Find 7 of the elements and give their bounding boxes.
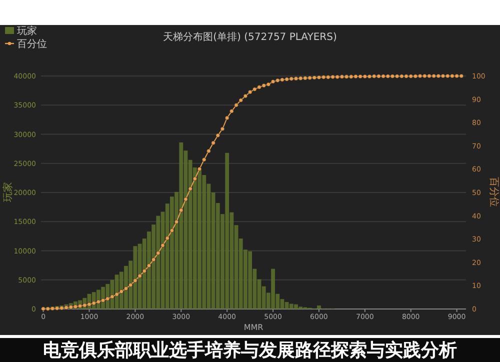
x-axis-title: MMR [244, 323, 264, 332]
y-axis-title: 玩家 [2, 182, 14, 202]
y2-axis-title: 百分位 [488, 177, 500, 207]
legend-label: 百分位 [17, 38, 47, 50]
text: 电竞俱乐部职业选手培养与发展路径探索与实践分析 [43, 340, 457, 361]
legend-label: 玩家 [17, 25, 37, 37]
chart-title: 天梯分布图(单排) (572757 PLAYERS) [163, 31, 337, 43]
